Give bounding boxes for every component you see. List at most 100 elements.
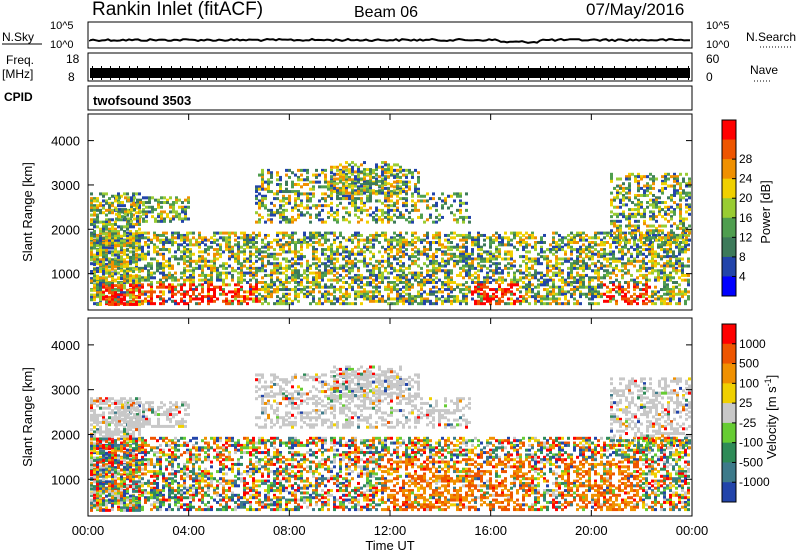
data-cell bbox=[480, 288, 483, 292]
data-cell bbox=[160, 217, 163, 221]
data-cell bbox=[462, 255, 465, 259]
freq-spike bbox=[192, 66, 193, 80]
data-cell bbox=[306, 245, 309, 249]
data-cell bbox=[93, 197, 96, 201]
data-cell bbox=[402, 215, 405, 219]
data-cell bbox=[111, 267, 114, 271]
data-cell bbox=[597, 236, 600, 240]
data-cell bbox=[510, 283, 513, 287]
data-cell bbox=[619, 186, 622, 190]
data-cell bbox=[207, 288, 210, 292]
data-cell bbox=[318, 233, 321, 237]
data-cell bbox=[669, 278, 672, 282]
data-cell bbox=[123, 286, 126, 290]
data-cell bbox=[321, 295, 324, 299]
data-cell bbox=[264, 280, 267, 284]
data-cell bbox=[616, 193, 619, 197]
data-cell bbox=[330, 252, 333, 256]
data-cell bbox=[483, 259, 486, 263]
data-cell bbox=[357, 180, 360, 184]
data-cell bbox=[426, 236, 429, 240]
data-cell bbox=[411, 194, 414, 198]
data-cell bbox=[354, 206, 357, 210]
data-cell bbox=[399, 170, 402, 174]
data-cell bbox=[354, 180, 357, 184]
data-cell bbox=[333, 165, 336, 169]
data-cell bbox=[160, 210, 163, 214]
data-cell bbox=[384, 204, 387, 208]
data-cell bbox=[513, 236, 516, 240]
data-cell bbox=[645, 236, 648, 240]
data-cell bbox=[684, 299, 687, 303]
data-cell bbox=[363, 250, 366, 254]
data-cell bbox=[636, 250, 639, 254]
data-cell bbox=[297, 250, 300, 254]
data-cell bbox=[198, 266, 201, 270]
data-cell bbox=[612, 238, 615, 242]
data-cell bbox=[405, 241, 408, 245]
data-cell bbox=[616, 241, 619, 245]
data-cell bbox=[348, 236, 351, 240]
data-cell bbox=[150, 288, 153, 292]
data-cell bbox=[619, 241, 622, 245]
data-cell bbox=[327, 290, 330, 294]
data-cell bbox=[237, 290, 240, 294]
data-cell bbox=[126, 302, 129, 306]
data-cell bbox=[324, 290, 327, 294]
data-cell bbox=[99, 253, 102, 257]
data-cell bbox=[342, 276, 345, 280]
data-cell bbox=[111, 225, 114, 229]
data-cell bbox=[192, 288, 195, 292]
data-cell bbox=[390, 266, 393, 270]
data-cell bbox=[600, 248, 603, 252]
data-cell bbox=[174, 292, 177, 296]
data-cell bbox=[669, 290, 672, 294]
freq-spike bbox=[216, 66, 217, 80]
data-cell bbox=[393, 213, 396, 217]
data-cell bbox=[465, 245, 468, 249]
data-cell bbox=[129, 262, 132, 266]
data-cell bbox=[432, 197, 435, 201]
data-cell bbox=[387, 191, 390, 195]
data-cell bbox=[90, 258, 93, 262]
data-cell bbox=[96, 266, 99, 270]
data-cell bbox=[99, 258, 102, 262]
data-cell bbox=[129, 284, 132, 288]
data-cell bbox=[327, 194, 330, 198]
data-cell bbox=[156, 259, 159, 263]
data-cell bbox=[93, 286, 96, 290]
data-cell bbox=[612, 255, 615, 259]
data-cell bbox=[348, 285, 351, 289]
data-cell bbox=[552, 245, 555, 249]
data-cell bbox=[507, 297, 510, 301]
data-cell bbox=[498, 288, 501, 292]
data-cell bbox=[610, 179, 613, 183]
data-cell bbox=[411, 273, 414, 277]
data-cell bbox=[348, 182, 351, 186]
data-cell bbox=[231, 295, 234, 299]
data-cell bbox=[327, 187, 330, 191]
data-cell bbox=[228, 255, 231, 259]
data-cell bbox=[453, 199, 456, 203]
data-cell bbox=[441, 250, 444, 254]
data-cell bbox=[537, 262, 540, 266]
data-cell bbox=[411, 252, 414, 256]
data-cell bbox=[321, 197, 324, 201]
data-cell bbox=[339, 179, 342, 183]
data-cell bbox=[306, 292, 309, 296]
data-cell bbox=[279, 215, 282, 219]
data-cell bbox=[462, 245, 465, 249]
data-cell bbox=[579, 302, 582, 306]
data-cell bbox=[405, 266, 408, 270]
data-cell bbox=[663, 264, 666, 268]
data-cell bbox=[219, 255, 222, 259]
data-cell bbox=[450, 245, 453, 249]
data-cell bbox=[147, 236, 150, 240]
nsearch-tick-low: 10^0 bbox=[706, 39, 730, 51]
data-cell bbox=[318, 290, 321, 294]
data-cell bbox=[477, 264, 480, 268]
data-cell bbox=[411, 233, 414, 237]
data-cell bbox=[138, 274, 141, 278]
data-cell bbox=[417, 273, 420, 277]
data-cell bbox=[189, 273, 192, 277]
